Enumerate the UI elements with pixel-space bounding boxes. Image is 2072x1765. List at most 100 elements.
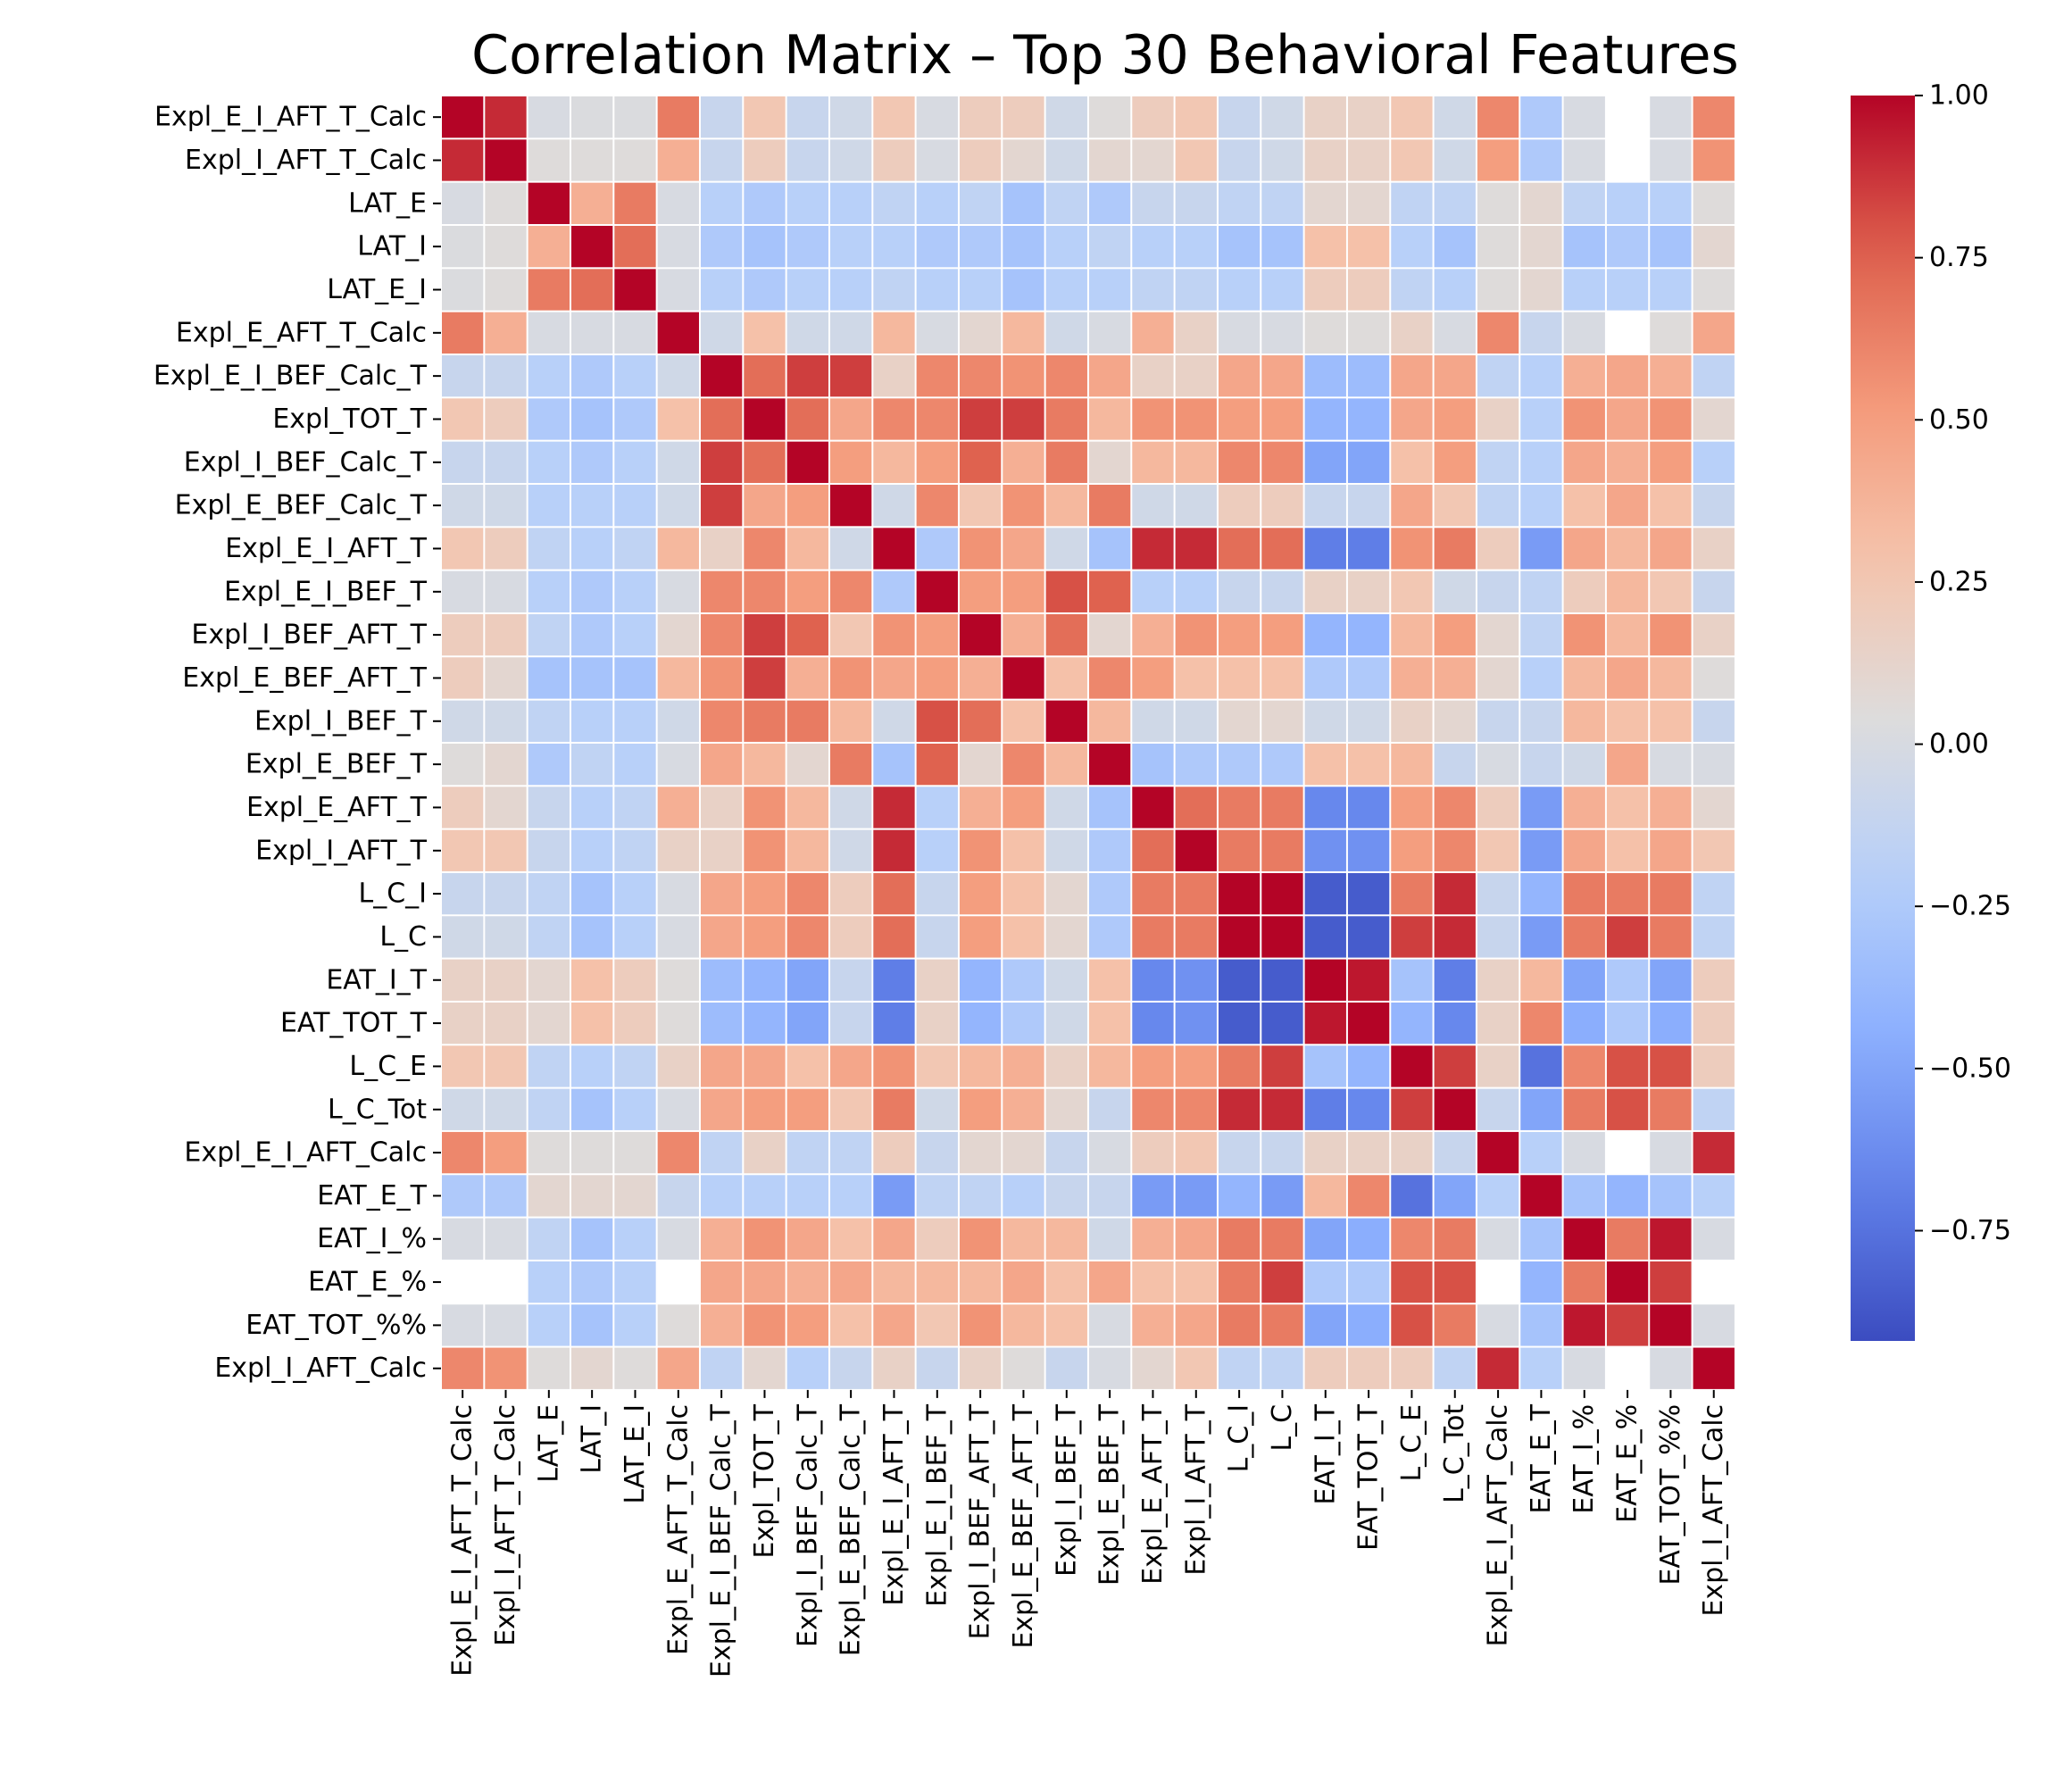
heatmap-cell bbox=[1606, 1002, 1649, 1045]
heatmap-cell bbox=[657, 1304, 699, 1346]
heatmap-cell bbox=[916, 182, 958, 224]
heatmap-cell bbox=[614, 1347, 656, 1389]
heatmap-cell bbox=[916, 354, 958, 397]
heatmap-cell bbox=[1088, 1218, 1131, 1260]
heatmap-cell bbox=[1175, 225, 1217, 268]
heatmap-cell bbox=[744, 441, 786, 483]
heatmap-cell bbox=[873, 1175, 915, 1217]
heatmap-cell bbox=[1391, 872, 1433, 915]
heatmap-cell bbox=[1003, 441, 1044, 483]
heatmap-cell bbox=[657, 657, 699, 699]
heatmap-cell bbox=[1132, 1131, 1174, 1174]
heatmap-cell bbox=[786, 269, 828, 311]
heatmap-cell bbox=[1045, 959, 1087, 1001]
heatmap-cell bbox=[1347, 916, 1390, 958]
heatmap-cell bbox=[873, 1088, 915, 1130]
heatmap-cell bbox=[829, 1131, 872, 1174]
heatmap-cell bbox=[1175, 441, 1217, 483]
heatmap-cell bbox=[528, 1088, 570, 1130]
heatmap-cell bbox=[1391, 225, 1433, 268]
heatmap-cell bbox=[1132, 613, 1174, 656]
heatmap-cell bbox=[1391, 269, 1433, 311]
heatmap-cell bbox=[1088, 182, 1131, 224]
heatmap-cell bbox=[1606, 441, 1649, 483]
colorbar-tick-label: 0.50 bbox=[1929, 404, 1989, 436]
heatmap-cell bbox=[570, 1347, 613, 1389]
heatmap-cell bbox=[442, 743, 484, 786]
heatmap-cell bbox=[1218, 700, 1261, 742]
heatmap-cell bbox=[1304, 96, 1346, 138]
heatmap-cell bbox=[1003, 312, 1044, 354]
heatmap-cell bbox=[1132, 657, 1174, 699]
heatmap-cell bbox=[1650, 1175, 1692, 1217]
heatmap-cell bbox=[1477, 96, 1519, 138]
heatmap-cell bbox=[1304, 959, 1346, 1001]
heatmap-cell bbox=[700, 829, 743, 871]
heatmap-cell bbox=[1520, 743, 1562, 786]
heatmap-cell bbox=[1261, 1131, 1303, 1174]
heatmap-cell bbox=[570, 1045, 613, 1087]
column-tick-label: EAT_I_% bbox=[1569, 1404, 1600, 1514]
row-tick-label: L_C bbox=[379, 921, 427, 953]
heatmap-cell bbox=[528, 484, 570, 527]
heatmap-cell bbox=[873, 916, 915, 958]
heatmap-cell bbox=[1391, 484, 1433, 527]
heatmap-cell bbox=[1132, 700, 1174, 742]
heatmap-cell bbox=[614, 743, 656, 786]
heatmap-cell bbox=[1261, 1218, 1303, 1260]
heatmap-cell bbox=[1434, 1261, 1476, 1303]
heatmap-cell bbox=[1003, 872, 1044, 915]
heatmap-cell bbox=[1606, 959, 1649, 1001]
heatmap-cell bbox=[1563, 916, 1605, 958]
heatmap-cell bbox=[916, 916, 958, 958]
heatmap-cell bbox=[829, 484, 872, 527]
heatmap-cell bbox=[1088, 441, 1131, 483]
heatmap-cell bbox=[1606, 398, 1649, 440]
heatmap-cell bbox=[1347, 354, 1390, 397]
colorbar: 1.00 0.75 0.50 0.25 0.00 −0.25 −0.50 −0.75 bbox=[1851, 80, 2011, 1341]
heatmap-cell bbox=[1003, 398, 1044, 440]
heatmap-cell bbox=[614, 484, 656, 527]
heatmap-cell bbox=[1003, 528, 1044, 570]
heatmap-cell bbox=[1218, 1045, 1261, 1087]
heatmap-cell bbox=[959, 829, 1002, 871]
heatmap-cell bbox=[442, 528, 484, 570]
colorbar-tick-label: 0.25 bbox=[1929, 566, 1989, 597]
heatmap-cell bbox=[1261, 1261, 1303, 1303]
heatmap-cell bbox=[1347, 441, 1390, 483]
heatmap-cell bbox=[959, 1002, 1002, 1045]
heatmap-cell bbox=[1175, 829, 1217, 871]
heatmap-cell bbox=[1045, 1347, 1087, 1389]
heatmap-cell bbox=[485, 1131, 527, 1174]
heatmap-cell bbox=[1175, 484, 1217, 527]
heatmap-cell bbox=[657, 528, 699, 570]
heatmap-cell bbox=[1045, 312, 1087, 354]
heatmap-cell bbox=[916, 1347, 958, 1389]
column-tick-label: Expl_E_I_BEF_T bbox=[921, 1403, 953, 1607]
row-tick-label: Expl_E_I_BEF_Calc_T bbox=[154, 361, 428, 392]
heatmap-cell bbox=[916, 570, 958, 612]
heatmap-cell bbox=[657, 1218, 699, 1260]
row-tick-label: Expl_E_I_AFT_T bbox=[225, 533, 427, 564]
heatmap-cell bbox=[1218, 312, 1261, 354]
heatmap-cell bbox=[614, 441, 656, 483]
heatmap-cell bbox=[1175, 570, 1217, 612]
heatmap-cell bbox=[829, 1304, 872, 1346]
heatmap-cell bbox=[829, 528, 872, 570]
heatmap-cell bbox=[485, 441, 527, 483]
heatmap-cell bbox=[1347, 1045, 1390, 1087]
heatmap-cell bbox=[873, 872, 915, 915]
heatmap-cell bbox=[873, 1002, 915, 1045]
heatmap-cell bbox=[1347, 96, 1390, 138]
heatmap-cell bbox=[1304, 182, 1346, 224]
heatmap-cell bbox=[1088, 1131, 1131, 1174]
heatmap-cell bbox=[657, 1131, 699, 1174]
heatmap-cell bbox=[1088, 570, 1131, 612]
heatmap-cell bbox=[916, 1002, 958, 1045]
heatmap-cell bbox=[1003, 743, 1044, 786]
heatmap-cell bbox=[700, 312, 743, 354]
heatmap-cell bbox=[1477, 269, 1519, 311]
heatmap-cell bbox=[1693, 657, 1735, 699]
heatmap-cell bbox=[1434, 1088, 1476, 1130]
heatmap-cell bbox=[1477, 1218, 1519, 1260]
